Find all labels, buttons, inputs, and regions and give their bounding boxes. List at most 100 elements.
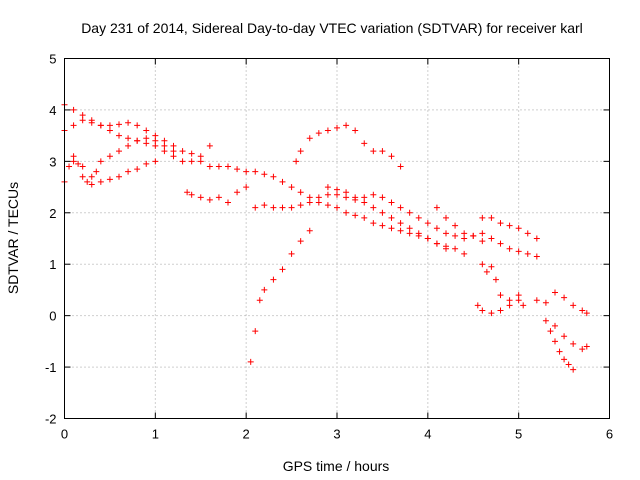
data-point <box>570 302 577 309</box>
data-point <box>552 289 558 296</box>
x-tick-label: 4 <box>424 427 431 442</box>
data-point <box>361 140 368 147</box>
data-point <box>116 148 122 155</box>
data-point <box>288 204 295 211</box>
data-point <box>106 127 113 134</box>
data-point <box>206 196 213 203</box>
data-point <box>206 163 213 170</box>
series-track-h <box>247 227 313 365</box>
data-point <box>370 148 377 155</box>
data-point <box>97 178 104 185</box>
data-point <box>66 163 73 170</box>
data-point <box>125 135 132 142</box>
data-point <box>334 191 340 198</box>
x-tick-label: 6 <box>606 427 613 442</box>
data-point <box>234 166 241 173</box>
series-track-g <box>324 184 468 257</box>
data-point <box>361 214 368 221</box>
data-point <box>388 214 395 221</box>
data-point <box>134 137 141 144</box>
data-point <box>352 212 359 219</box>
data-point <box>561 356 568 363</box>
data-point <box>474 302 481 309</box>
series-track-c <box>61 135 177 188</box>
data-point <box>306 227 313 234</box>
data-point <box>424 220 431 227</box>
data-point <box>506 302 513 309</box>
y-tick-labels: -2 -1 0 1 2 3 4 5 <box>45 52 57 427</box>
chart-title: Day 231 of 2014, Sidereal Day-to-day VTE… <box>81 20 583 36</box>
data-point <box>143 140 150 147</box>
data-point <box>188 191 195 198</box>
data-point <box>461 235 468 242</box>
data-point <box>75 160 82 167</box>
data-point <box>256 297 263 304</box>
x-tick-labels: 0 1 2 3 4 5 6 <box>61 427 613 442</box>
data-point <box>397 204 404 211</box>
data-point <box>234 189 241 196</box>
data-point <box>497 292 504 299</box>
data-point <box>116 132 122 139</box>
data-point <box>533 253 540 260</box>
data-point <box>343 194 350 201</box>
data-point <box>306 135 313 142</box>
data-point <box>70 106 77 113</box>
data-point <box>433 204 440 211</box>
data-point <box>125 142 132 149</box>
data-point <box>152 158 159 165</box>
data-point <box>370 220 377 227</box>
data-point <box>188 150 195 157</box>
data-point <box>461 250 468 257</box>
data-point <box>515 225 522 232</box>
y-axis-label: SDTVAR / TECUs <box>5 182 21 294</box>
data-point <box>452 222 459 229</box>
data-point <box>343 122 350 129</box>
data-point <box>483 268 490 275</box>
data-point <box>297 238 304 245</box>
data-point <box>297 189 304 196</box>
data-point <box>297 148 304 155</box>
data-point <box>125 168 132 175</box>
data-point <box>243 168 250 175</box>
y-tick-label: 2 <box>49 206 56 221</box>
data-point <box>361 199 368 206</box>
grid <box>64 58 610 419</box>
data-point <box>388 199 395 206</box>
data-point <box>324 127 331 134</box>
data-point <box>161 142 168 149</box>
data-point <box>497 307 504 314</box>
data-point <box>116 121 122 128</box>
data-point <box>470 232 477 239</box>
data-point <box>143 160 150 167</box>
data-point <box>161 137 168 144</box>
series-track-m <box>533 289 590 317</box>
data-point <box>152 142 159 149</box>
data-point <box>88 119 95 126</box>
data-point <box>452 245 459 252</box>
data-point <box>542 299 549 306</box>
data-point <box>279 178 286 185</box>
data-point <box>170 148 177 155</box>
data-point <box>334 186 340 193</box>
data-point <box>506 245 513 252</box>
data-point <box>125 119 132 126</box>
data-point <box>488 214 495 221</box>
data-point <box>397 227 404 234</box>
series-track-i <box>293 122 404 170</box>
data-point <box>552 322 558 329</box>
data-point <box>106 153 113 160</box>
data-point <box>452 232 459 239</box>
data-point <box>188 158 195 165</box>
data-point <box>324 184 331 191</box>
data-point <box>524 250 531 257</box>
series-track-k <box>479 261 522 309</box>
data-point <box>343 209 350 216</box>
data-point <box>79 112 86 119</box>
series-track-p <box>433 204 486 245</box>
data-point <box>270 204 277 211</box>
data-point <box>206 142 213 149</box>
series-track-f <box>252 191 540 260</box>
data-point <box>515 297 522 304</box>
data-point <box>93 168 100 175</box>
